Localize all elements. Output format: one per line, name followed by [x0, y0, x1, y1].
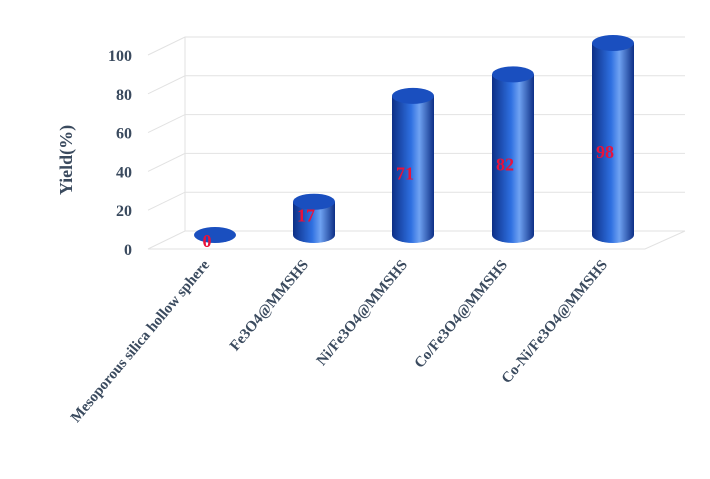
y-tick-label: 60 — [116, 126, 132, 143]
y-tick-label: 100 — [108, 48, 132, 65]
data-label: 71 — [396, 163, 414, 183]
category-label: Co/Fe3O4@MMSHS — [412, 257, 511, 371]
y-axis: 0 20 40 60 80 100 — [108, 48, 132, 259]
data-label: 0 — [203, 231, 212, 251]
y-tick-label: 40 — [116, 164, 132, 181]
bar-body — [592, 43, 634, 243]
bar — [592, 35, 634, 243]
data-labels: 0 17 71 82 98 — [203, 142, 615, 251]
category-label: Fe3O4@MMSHS — [227, 257, 312, 354]
data-label: 17 — [297, 206, 315, 226]
y-axis-label: Yield(%) — [56, 125, 77, 195]
y-tick-label: 80 — [116, 87, 132, 104]
bar-top — [592, 35, 634, 51]
floor-edge — [148, 230, 686, 250]
bar-top — [492, 66, 534, 83]
category-label: Mesoporous silica hollow sphere — [68, 257, 213, 426]
bar-top — [293, 193, 335, 210]
y-tick-label: 20 — [116, 203, 132, 220]
category-label: Co-Ni/Fe3O4@MMSHS — [499, 257, 611, 386]
category-label: Ni/Fe3O4@MMSHS — [314, 257, 411, 369]
bar-body — [392, 95, 434, 244]
bar-body — [293, 201, 335, 243]
bar — [194, 227, 236, 243]
bar-top — [194, 227, 236, 243]
data-label: 82 — [496, 155, 514, 175]
bars — [194, 35, 634, 244]
category-labels: Mesoporous silica hollow sphere Fe3O4@MMS… — [68, 257, 611, 426]
bar-top — [392, 87, 434, 104]
bar-body — [492, 74, 534, 243]
data-label: 98 — [596, 142, 614, 162]
bar — [293, 193, 335, 243]
bar — [392, 87, 434, 244]
bar — [492, 66, 534, 243]
y-tick-label: 0 — [124, 242, 132, 259]
